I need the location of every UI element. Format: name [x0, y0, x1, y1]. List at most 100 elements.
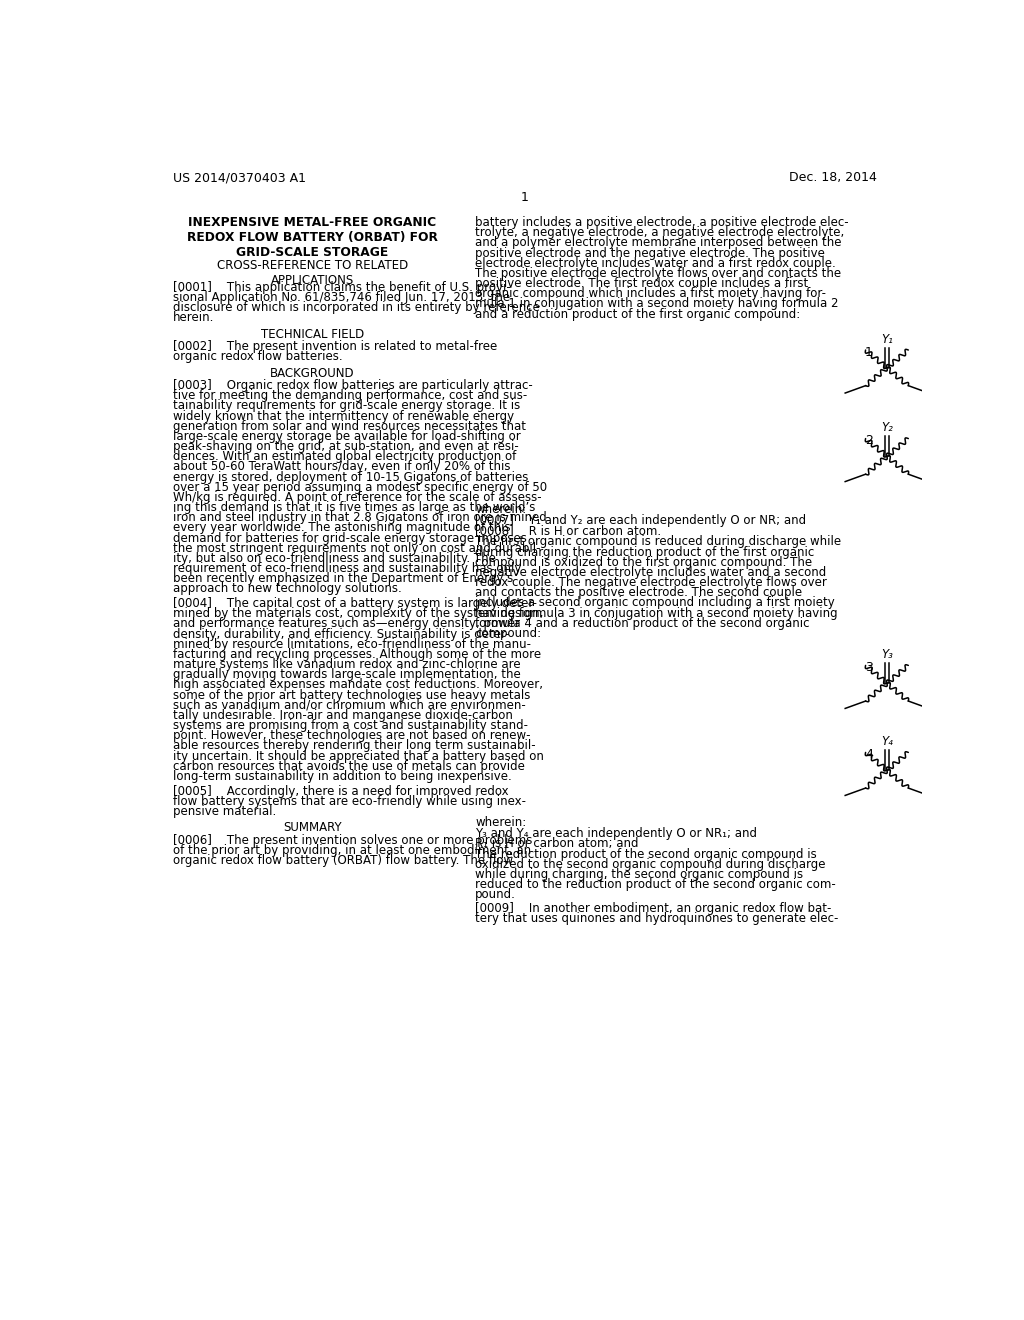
Text: energy is stored, deployment of 10-15 Gigatons of batteries: energy is stored, deployment of 10-15 Gi…	[173, 470, 528, 483]
Text: during charging the reduction product of the first organic: during charging the reduction product of…	[475, 545, 814, 558]
Text: disclosure of which is incorporated in its entirety by reference: disclosure of which is incorporated in i…	[173, 301, 540, 314]
Text: the most stringent requirements not only on cost and durabil-: the most stringent requirements not only…	[173, 541, 541, 554]
Text: [0001]    This application claims the benefit of U.S. provi-: [0001] This application claims the benef…	[173, 281, 511, 294]
Text: compound:: compound:	[475, 627, 542, 640]
Text: trolyte, a negative electrode, a negative electrode electrolyte,: trolyte, a negative electrode, a negativ…	[475, 226, 845, 239]
Text: [0008]    R is H or carbon atom.: [0008] R is H or carbon atom.	[475, 524, 662, 537]
Text: gradually moving towards large-scale implementation, the: gradually moving towards large-scale imp…	[173, 668, 520, 681]
Text: R₁ is H or carbon atom; and: R₁ is H or carbon atom; and	[475, 837, 639, 850]
Text: [0006]    The present invention solves one or more problems: [0006] The present invention solves one …	[173, 834, 532, 847]
Text: demand for batteries for grid-scale energy storage imposes: demand for batteries for grid-scale ener…	[173, 532, 526, 545]
Text: CROSS-REFERENCE TO RELATED
APPLICATIONS: CROSS-REFERENCE TO RELATED APPLICATIONS	[217, 259, 409, 288]
Text: ity uncertain. It should be appreciated that a battery based on: ity uncertain. It should be appreciated …	[173, 750, 544, 763]
Text: mined by the materials cost, complexity of the system design,: mined by the materials cost, complexity …	[173, 607, 544, 620]
Text: [0009]    In another embodiment, an organic redox flow bat-: [0009] In another embodiment, an organic…	[475, 902, 831, 915]
Text: widely known that the intermittency of renewable energy: widely known that the intermittency of r…	[173, 409, 514, 422]
Text: battery includes a positive electrode, a positive electrode elec-: battery includes a positive electrode, a…	[475, 216, 849, 230]
Text: 4: 4	[865, 748, 872, 762]
Text: having formula 3 in conjugation with a second moiety having: having formula 3 in conjugation with a s…	[475, 607, 838, 619]
Text: [0002]    The present invention is related to metal-free: [0002] The present invention is related …	[173, 341, 498, 354]
Text: tive for meeting the demanding performance, cost and sus-: tive for meeting the demanding performan…	[173, 389, 527, 403]
Text: high associated expenses mandate cost reductions. Moreover,: high associated expenses mandate cost re…	[173, 678, 543, 692]
Text: organic redox flow batteries.: organic redox flow batteries.	[173, 350, 343, 363]
Text: The reduction product of the second organic compound is: The reduction product of the second orga…	[475, 847, 817, 861]
Text: positive electrode and the negative electrode. The positive: positive electrode and the negative elec…	[475, 247, 825, 260]
Text: some of the prior art battery technologies use heavy metals: some of the prior art battery technologi…	[173, 689, 530, 702]
Text: such as vanadium and/or chromium which are environmen-: such as vanadium and/or chromium which a…	[173, 698, 525, 711]
Text: The positive electrode electrolyte flows over and contacts the: The positive electrode electrolyte flows…	[475, 267, 842, 280]
Text: [0007]    Y₁ and Y₂ are each independently O or NR; and: [0007] Y₁ and Y₂ are each independently …	[475, 513, 806, 527]
Text: The first organic compound is reduced during discharge while: The first organic compound is reduced du…	[475, 536, 842, 548]
Text: includes a second organic compound including a first moiety: includes a second organic compound inclu…	[475, 597, 835, 610]
Text: large-scale energy storage be available for load-shifting or: large-scale energy storage be available …	[173, 430, 520, 444]
Text: wherein:: wherein:	[475, 817, 526, 829]
Text: of the prior art by providing, in at least one embodiment, an: of the prior art by providing, in at lea…	[173, 843, 531, 857]
Text: been recently emphasized in the Department of Energy’s: been recently emphasized in the Departme…	[173, 572, 513, 585]
Text: approach to new technology solutions.: approach to new technology solutions.	[173, 582, 401, 595]
Text: SUMMARY: SUMMARY	[284, 821, 342, 834]
Text: formula 4 and a reduction product of the second organic: formula 4 and a reduction product of the…	[475, 616, 810, 630]
Text: [0005]    Accordingly, there is a need for improved redox: [0005] Accordingly, there is a need for …	[173, 784, 509, 797]
Text: Y₃ and Y₄ are each independently O or NR₁; and: Y₃ and Y₄ are each independently O or NR…	[475, 826, 757, 840]
Text: tery that uses quinones and hydroquinones to generate elec-: tery that uses quinones and hydroquinone…	[475, 912, 839, 925]
Text: negative electrode electrolyte includes water and a second: negative electrode electrolyte includes …	[475, 566, 826, 579]
Text: organic compound which includes a first moiety having for-: organic compound which includes a first …	[475, 288, 826, 300]
Text: pound.: pound.	[475, 888, 516, 902]
Text: and contacts the positive electrode. The second couple: and contacts the positive electrode. The…	[475, 586, 803, 599]
Text: every year worldwide. The astonishing magnitude of this: every year worldwide. The astonishing ma…	[173, 521, 511, 535]
Text: about 50-60 TeraWatt hours/day, even if only 20% of this: about 50-60 TeraWatt hours/day, even if …	[173, 461, 510, 474]
Text: 2: 2	[865, 434, 872, 447]
Text: Y₄: Y₄	[881, 735, 893, 748]
Text: tainability requirements for grid-scale energy storage. It is: tainability requirements for grid-scale …	[173, 400, 520, 412]
Text: point. However, these technologies are not based on renew-: point. However, these technologies are n…	[173, 729, 530, 742]
Text: tally undesirable. Iron-air and manganese dioxide-carbon: tally undesirable. Iron-air and manganes…	[173, 709, 513, 722]
Text: ity, but also on eco-friendliness and sustainability. The: ity, but also on eco-friendliness and su…	[173, 552, 496, 565]
Text: 1: 1	[865, 346, 872, 359]
Text: [0003]    Organic redox flow batteries are particularly attrac-: [0003] Organic redox flow batteries are …	[173, 379, 532, 392]
Text: redox couple. The negative electrode electrolyte flows over: redox couple. The negative electrode ele…	[475, 576, 827, 589]
Text: pensive material.: pensive material.	[173, 805, 276, 818]
Text: organic redox flow battery (ORBAT) flow battery. The flow: organic redox flow battery (ORBAT) flow …	[173, 854, 513, 867]
Text: ing this demand is that it is five times as large as the world’s: ing this demand is that it is five times…	[173, 502, 536, 513]
Text: Y₂: Y₂	[881, 421, 893, 434]
Text: flow battery systems that are eco-friendly while using inex-: flow battery systems that are eco-friend…	[173, 795, 526, 808]
Text: and a polymer electrolyte membrane interposed between the: and a polymer electrolyte membrane inter…	[475, 236, 842, 249]
Text: positive electrode. The first redox couple includes a first: positive electrode. The first redox coup…	[475, 277, 809, 290]
Text: able resources thereby rendering their long term sustainabil-: able resources thereby rendering their l…	[173, 739, 536, 752]
Text: systems are promising from a cost and sustainability stand-: systems are promising from a cost and su…	[173, 719, 528, 733]
Text: [0004]    The capital cost of a battery system is largely deter-: [0004] The capital cost of a battery sys…	[173, 597, 537, 610]
Text: reduced to the reduction product of the second organic com-: reduced to the reduction product of the …	[475, 878, 836, 891]
Text: INEXPENSIVE METAL-FREE ORGANIC
REDOX FLOW BATTERY (ORBAT) FOR
GRID-SCALE STORAGE: INEXPENSIVE METAL-FREE ORGANIC REDOX FLO…	[187, 216, 438, 259]
Text: iron and steel industry in that 2.8 Gigatons of iron ore is mined: iron and steel industry in that 2.8 Giga…	[173, 511, 547, 524]
Text: mined by resource limitations, eco-friendliness of the manu-: mined by resource limitations, eco-frien…	[173, 638, 531, 651]
Text: Wh/kg is required. A point of reference for the scale of assess-: Wh/kg is required. A point of reference …	[173, 491, 542, 504]
Text: requirement of eco-friendliness and sustainability has only: requirement of eco-friendliness and sust…	[173, 562, 521, 576]
Text: 1: 1	[521, 191, 528, 203]
Text: generation from solar and wind resources necessitates that: generation from solar and wind resources…	[173, 420, 526, 433]
Text: 3: 3	[865, 661, 872, 675]
Text: BACKGROUND: BACKGROUND	[270, 367, 354, 380]
Text: Dec. 18, 2014: Dec. 18, 2014	[788, 172, 877, 185]
Text: electrode electrolyte includes water and a first redox couple.: electrode electrolyte includes water and…	[475, 257, 836, 269]
Text: and a reduction product of the first organic compound:: and a reduction product of the first org…	[475, 308, 801, 321]
Text: while during charging, the second organic compound is: while during charging, the second organi…	[475, 869, 803, 880]
Text: Y₃: Y₃	[881, 648, 893, 661]
Text: oxidized to the second organic compound during discharge: oxidized to the second organic compound …	[475, 858, 825, 871]
Text: compound is oxidized to the first organic compound. The: compound is oxidized to the first organi…	[475, 556, 812, 569]
Text: and performance features such as—energy density, power: and performance features such as—energy …	[173, 618, 520, 631]
Text: mature systems like vanadium redox and zinc-chlorine are: mature systems like vanadium redox and z…	[173, 659, 520, 671]
Text: dences. With an estimated global electricity production of: dences. With an estimated global electri…	[173, 450, 516, 463]
Text: mula 1 in conjugation with a second moiety having formula 2: mula 1 in conjugation with a second moie…	[475, 297, 839, 310]
Text: Y₁: Y₁	[881, 333, 893, 346]
Text: US 2014/0370403 A1: US 2014/0370403 A1	[173, 172, 306, 185]
Text: facturing and recycling processes. Although some of the more: facturing and recycling processes. Altho…	[173, 648, 541, 661]
Text: peak-shaving on the grid, at sub-station, and even at resi-: peak-shaving on the grid, at sub-station…	[173, 440, 519, 453]
Text: TECHNICAL FIELD: TECHNICAL FIELD	[261, 327, 365, 341]
Text: sional Application No. 61/835,746 filed Jun. 17, 2013, the: sional Application No. 61/835,746 filed …	[173, 290, 510, 304]
Text: long-term sustainability in addition to being inexpensive.: long-term sustainability in addition to …	[173, 770, 512, 783]
Text: density, durability, and efficiency. Sustainability is deter-: density, durability, and efficiency. Sus…	[173, 627, 510, 640]
Text: herein.: herein.	[173, 312, 214, 325]
Text: carbon resources that avoids the use of metals can provide: carbon resources that avoids the use of …	[173, 760, 525, 772]
Text: over a 15 year period assuming a modest specific energy of 50: over a 15 year period assuming a modest …	[173, 480, 547, 494]
Text: wherein:: wherein:	[475, 503, 526, 516]
